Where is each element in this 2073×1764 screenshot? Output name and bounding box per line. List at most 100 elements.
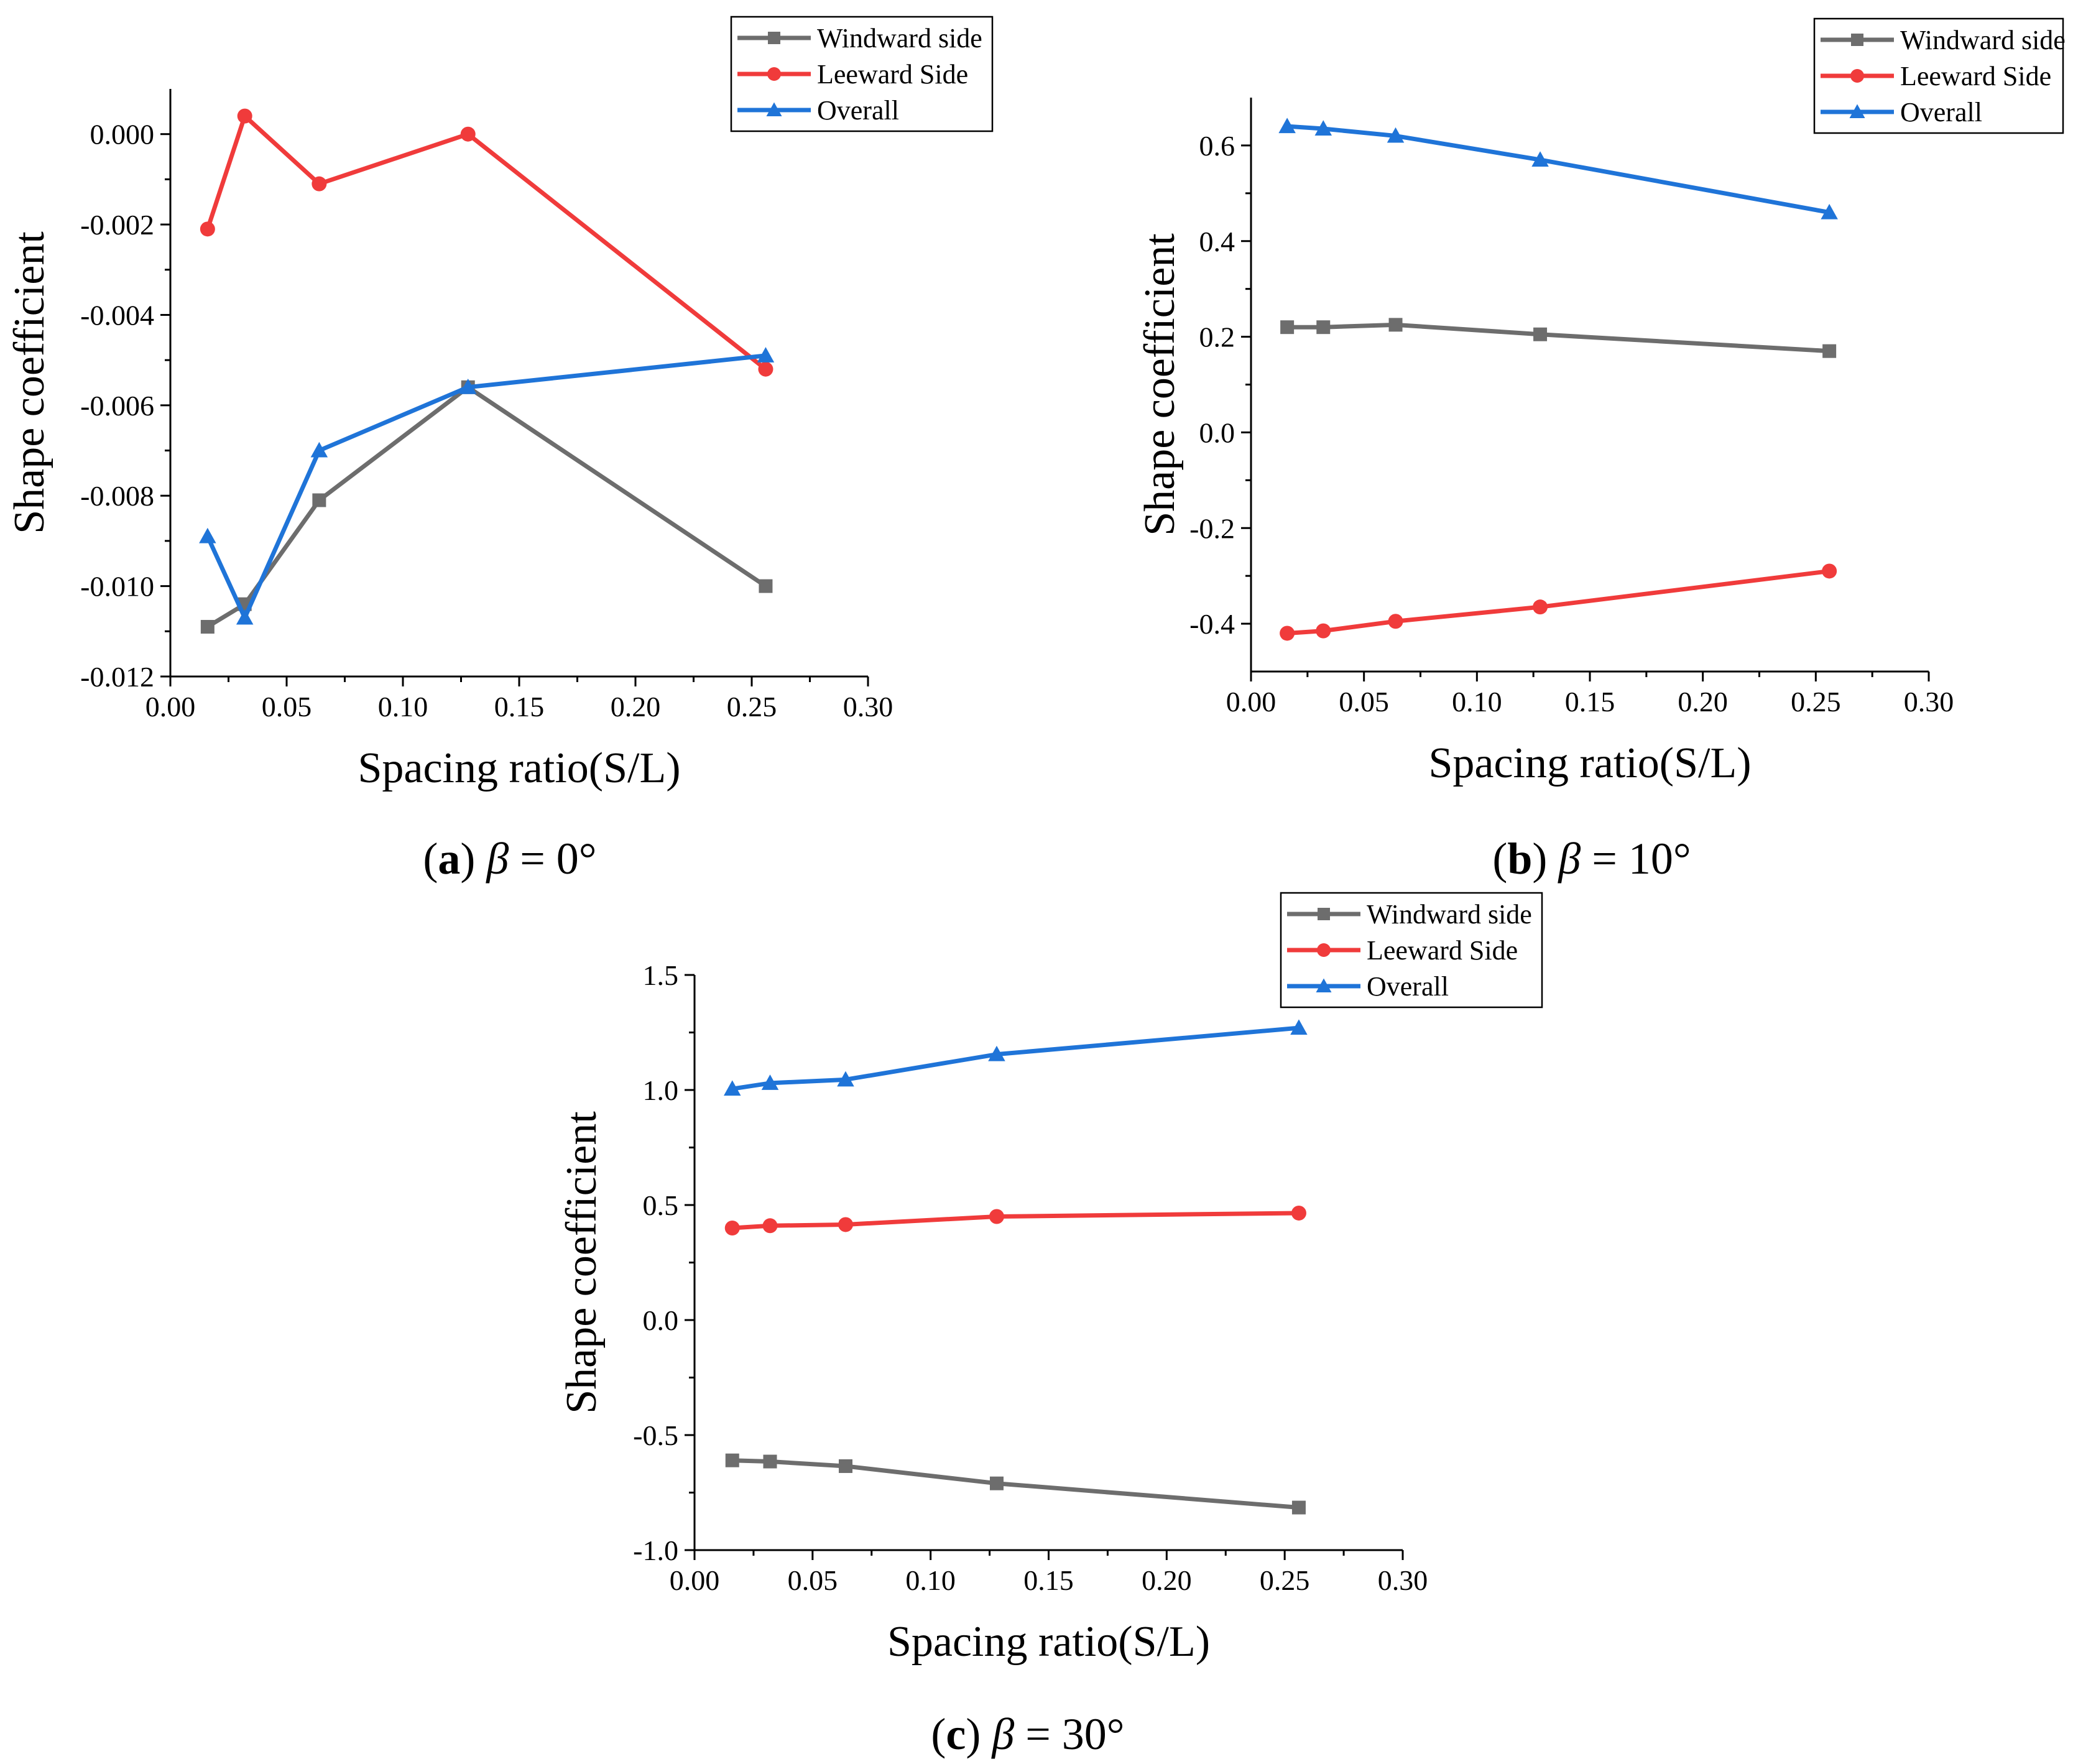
x-tick-label: 0.30: [843, 691, 893, 723]
y-tick-label: -0.004: [80, 299, 154, 331]
data-point-square: [763, 1454, 777, 1469]
data-point-triangle: [1821, 203, 1838, 219]
x-tick-label: 0.20: [1142, 1564, 1192, 1596]
data-point-circle: [762, 1218, 778, 1234]
y-tick-label: -0.012: [80, 661, 154, 693]
x-tick-label: 0.05: [788, 1564, 838, 1596]
series-line-circle: [205, 114, 767, 371]
legend-marker-circle: [1850, 69, 1864, 83]
x-tick-label: 0.10: [378, 691, 428, 723]
legend-label: Overall: [1900, 97, 1982, 127]
data-point-circle: [1280, 626, 1295, 641]
panel-caption: (a) β = 0°: [423, 834, 596, 884]
data-point-circle: [200, 221, 215, 237]
y-tick-label: -0.5: [633, 1420, 678, 1451]
data-point-circle: [724, 1221, 740, 1235]
data-point-square: [312, 493, 326, 507]
legend-marker-circle: [767, 67, 781, 81]
x-tick-label: 0.25: [1260, 1564, 1310, 1596]
series-line-circle: [732, 1211, 1299, 1231]
data-point-triangle: [236, 609, 254, 625]
x-tick-label: 0.10: [1452, 686, 1502, 718]
data-point-square: [1291, 1500, 1306, 1515]
series-line-triangle: [1286, 124, 1830, 215]
data-point-circle: [460, 126, 476, 142]
legend-label: Windward side: [1367, 899, 1532, 930]
x-tick-label: 0.05: [262, 691, 312, 723]
data-point-circle: [758, 361, 773, 377]
data-point-triangle: [761, 1074, 779, 1090]
legend-label: Overall: [817, 95, 899, 126]
data-point-square: [1822, 344, 1837, 358]
legend-label: Leeward Side: [817, 59, 968, 90]
data-point-circle: [1316, 623, 1331, 639]
x-tick-label: 0.15: [1023, 1564, 1074, 1596]
data-point-square: [1316, 320, 1331, 335]
y-tick-label: -0.008: [80, 480, 154, 512]
x-tick-label: 0.30: [1904, 686, 1954, 718]
legend-marker-circle: [1317, 943, 1331, 957]
data-point-circle: [1388, 614, 1403, 629]
data-point-square: [200, 620, 215, 634]
x-tick-label: 0.15: [494, 691, 545, 723]
y-axis-title: Shape coefficient: [1136, 233, 1184, 536]
data-point-circle: [1533, 599, 1548, 615]
x-tick-label: 0.15: [1565, 686, 1615, 718]
x-tick-label: 0.25: [727, 691, 777, 723]
y-tick-label: 1.0: [643, 1074, 679, 1106]
y-tick-label: 1.5: [643, 959, 679, 991]
data-point-circle: [1822, 563, 1837, 579]
x-tick-label: 0.20: [611, 691, 661, 723]
data-point-square: [759, 579, 773, 593]
x-tick-label: 0.25: [1791, 686, 1841, 718]
legend: Windward side Leeward Side Overall: [730, 16, 994, 132]
legend-label: Overall: [1367, 971, 1449, 1002]
data-point-square: [725, 1453, 739, 1467]
x-axis-title: Spacing ratio(S/L): [1428, 739, 1751, 787]
panel-caption: (b) β = 10°: [1492, 834, 1691, 884]
series-line-triangle: [205, 353, 766, 620]
series-line-square: [1287, 322, 1830, 354]
y-tick-label: -0.010: [80, 571, 154, 603]
data-point-triangle: [1314, 120, 1332, 136]
y-tick-label: -0.006: [80, 390, 154, 422]
y-axis-title: Shape coefficient: [558, 1111, 606, 1414]
data-point-triangle: [988, 1045, 1005, 1061]
x-tick-label: 0.30: [1378, 1564, 1428, 1596]
y-tick-label: 0.2: [1199, 321, 1235, 353]
x-tick-label: 0.10: [905, 1564, 956, 1596]
x-axis-title: Spacing ratio(S/L): [358, 744, 680, 792]
series-line-circle: [1286, 569, 1830, 635]
legend-marker-square: [1851, 34, 1863, 46]
y-tick-label: -0.002: [80, 209, 154, 241]
y-tick-label: 0.4: [1199, 226, 1235, 257]
data-point-triangle: [310, 441, 328, 458]
legend-marker-triangle: [1316, 978, 1332, 992]
legend-label: Windward side: [817, 23, 982, 53]
legend-marker-triangle: [1849, 104, 1865, 118]
y-tick-label: 0.000: [90, 119, 155, 150]
data-point-triangle: [459, 379, 477, 394]
series-line-square: [732, 1458, 1300, 1510]
chart-b: 0.00 0.05 0.10 0.15 0.20 0.25 0.30 -0.4 -0.2 0.0 0…: [1136, 17, 2066, 884]
data-point-circle: [312, 176, 327, 192]
data-point-square: [1388, 318, 1403, 332]
x-tick-label: 0.00: [145, 691, 196, 723]
legend: Windward side Leeward Side Overall: [1280, 892, 1543, 1009]
x-tick-label: 0.20: [1678, 686, 1728, 718]
data-point-square: [838, 1459, 852, 1473]
y-tick-label: -0.2: [1189, 512, 1235, 544]
series-line-square: [206, 385, 767, 629]
data-point-triangle: [1387, 127, 1405, 143]
chart-c: 0.00 0.05 0.10 0.15 0.20 0.25 0.30 -1.0 -0.5 0.0 0…: [558, 892, 1543, 1759]
data-point-circle: [989, 1209, 1004, 1224]
chart-a: 0.00 0.05 0.10 0.15 0.20 0.25 0.30 -0.012 -0.010…: [6, 16, 994, 884]
legend-label: Leeward Side: [1900, 61, 2051, 91]
data-point-square: [989, 1476, 1004, 1490]
legend-label: Windward side: [1900, 25, 2066, 55]
series-line-triangle: [732, 1025, 1300, 1091]
panel-caption: (c) β = 30°: [931, 1709, 1124, 1759]
data-point-square: [1280, 320, 1295, 335]
x-tick-label: 0.00: [1226, 686, 1277, 718]
x-tick-label: 0.00: [670, 1564, 720, 1596]
